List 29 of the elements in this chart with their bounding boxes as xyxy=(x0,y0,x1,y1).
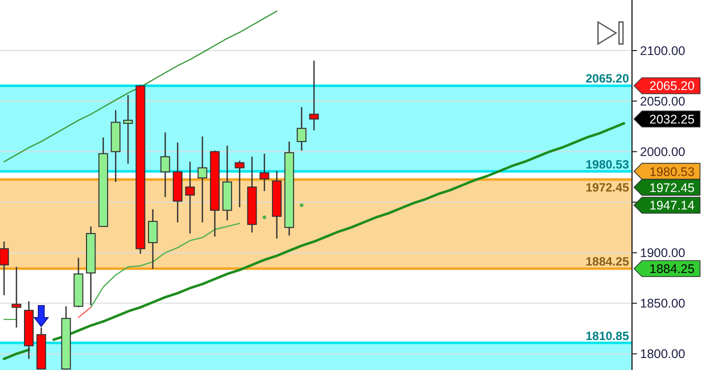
candlestick xyxy=(12,266,22,328)
text: 1972.45 xyxy=(649,180,695,195)
ref-line-label: 1810.85 xyxy=(586,328,630,343)
candlestick xyxy=(123,94,133,164)
line-series xyxy=(3,10,278,162)
candlestick xyxy=(148,208,158,270)
candlestick xyxy=(0,240,9,296)
ref-line-label: 1884.25 xyxy=(586,254,630,269)
ref-line-label: 1980.53 xyxy=(586,157,630,172)
y-tick-label: 1850.00 xyxy=(640,296,686,311)
candlestick xyxy=(296,106,306,152)
candlestick xyxy=(160,132,170,198)
text: 1947.14 xyxy=(649,198,695,213)
ref-line-label: 2065.20 xyxy=(586,72,630,86)
y-tick-label: 1800.00 xyxy=(640,347,686,362)
y-tick-label: 2050.00 xyxy=(640,94,686,108)
text: 2065.20 xyxy=(649,79,695,94)
candlestick xyxy=(260,153,270,192)
text: 2032.25 xyxy=(649,112,695,127)
text: 1884.25 xyxy=(649,262,695,276)
y-tick-label: 2100.00 xyxy=(640,44,686,58)
candlestick xyxy=(234,160,244,208)
y-tick-label: 2000.00 xyxy=(640,145,686,160)
candlestick xyxy=(185,161,195,234)
candlestick xyxy=(309,60,319,132)
ref-line-label: 1972.45 xyxy=(586,180,630,194)
text: 1980.53 xyxy=(649,164,695,179)
y-tick-label: 1900.00 xyxy=(640,246,686,260)
candlestick xyxy=(198,136,208,224)
